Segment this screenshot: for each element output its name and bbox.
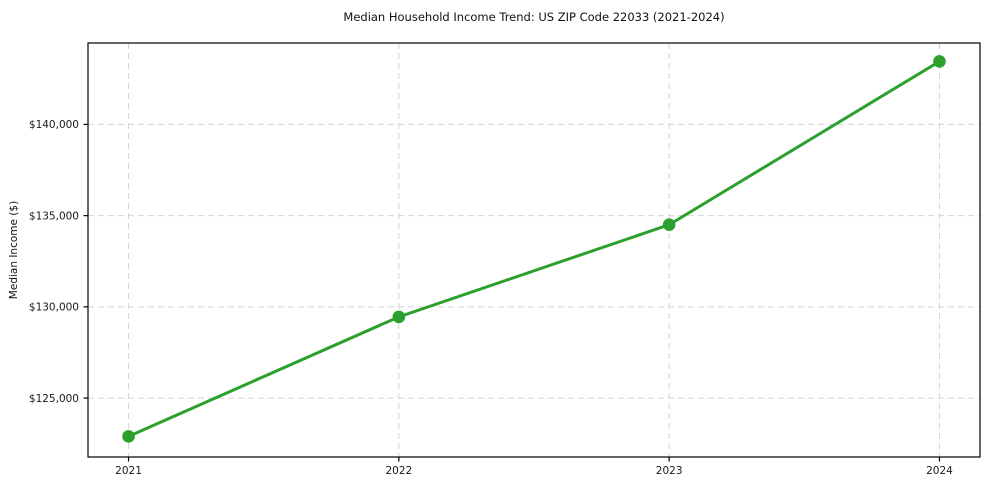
data-point-2021: [122, 430, 135, 443]
trend-line: [127, 59, 941, 438]
y-tick-label: $130,000: [29, 302, 79, 314]
x-tick-label: 2021: [115, 465, 142, 477]
x-tick-label: 2024: [926, 465, 953, 477]
x-tick-label: 2023: [656, 465, 683, 477]
y-tick-label: $135,000: [29, 210, 79, 222]
data-point-2022: [392, 310, 406, 324]
plot-border: [87, 42, 981, 458]
chart-title: Median Household Income Trend: US ZIP Co…: [343, 10, 725, 24]
data-point-2024: [933, 55, 946, 68]
y-axis-label: Median Income ($): [8, 200, 20, 300]
x-tick-label: 2022: [385, 465, 412, 477]
data-point-2023: [662, 218, 676, 232]
y-tick-label: $140,000: [29, 119, 79, 131]
y-tick-label: $125,000: [29, 393, 79, 405]
